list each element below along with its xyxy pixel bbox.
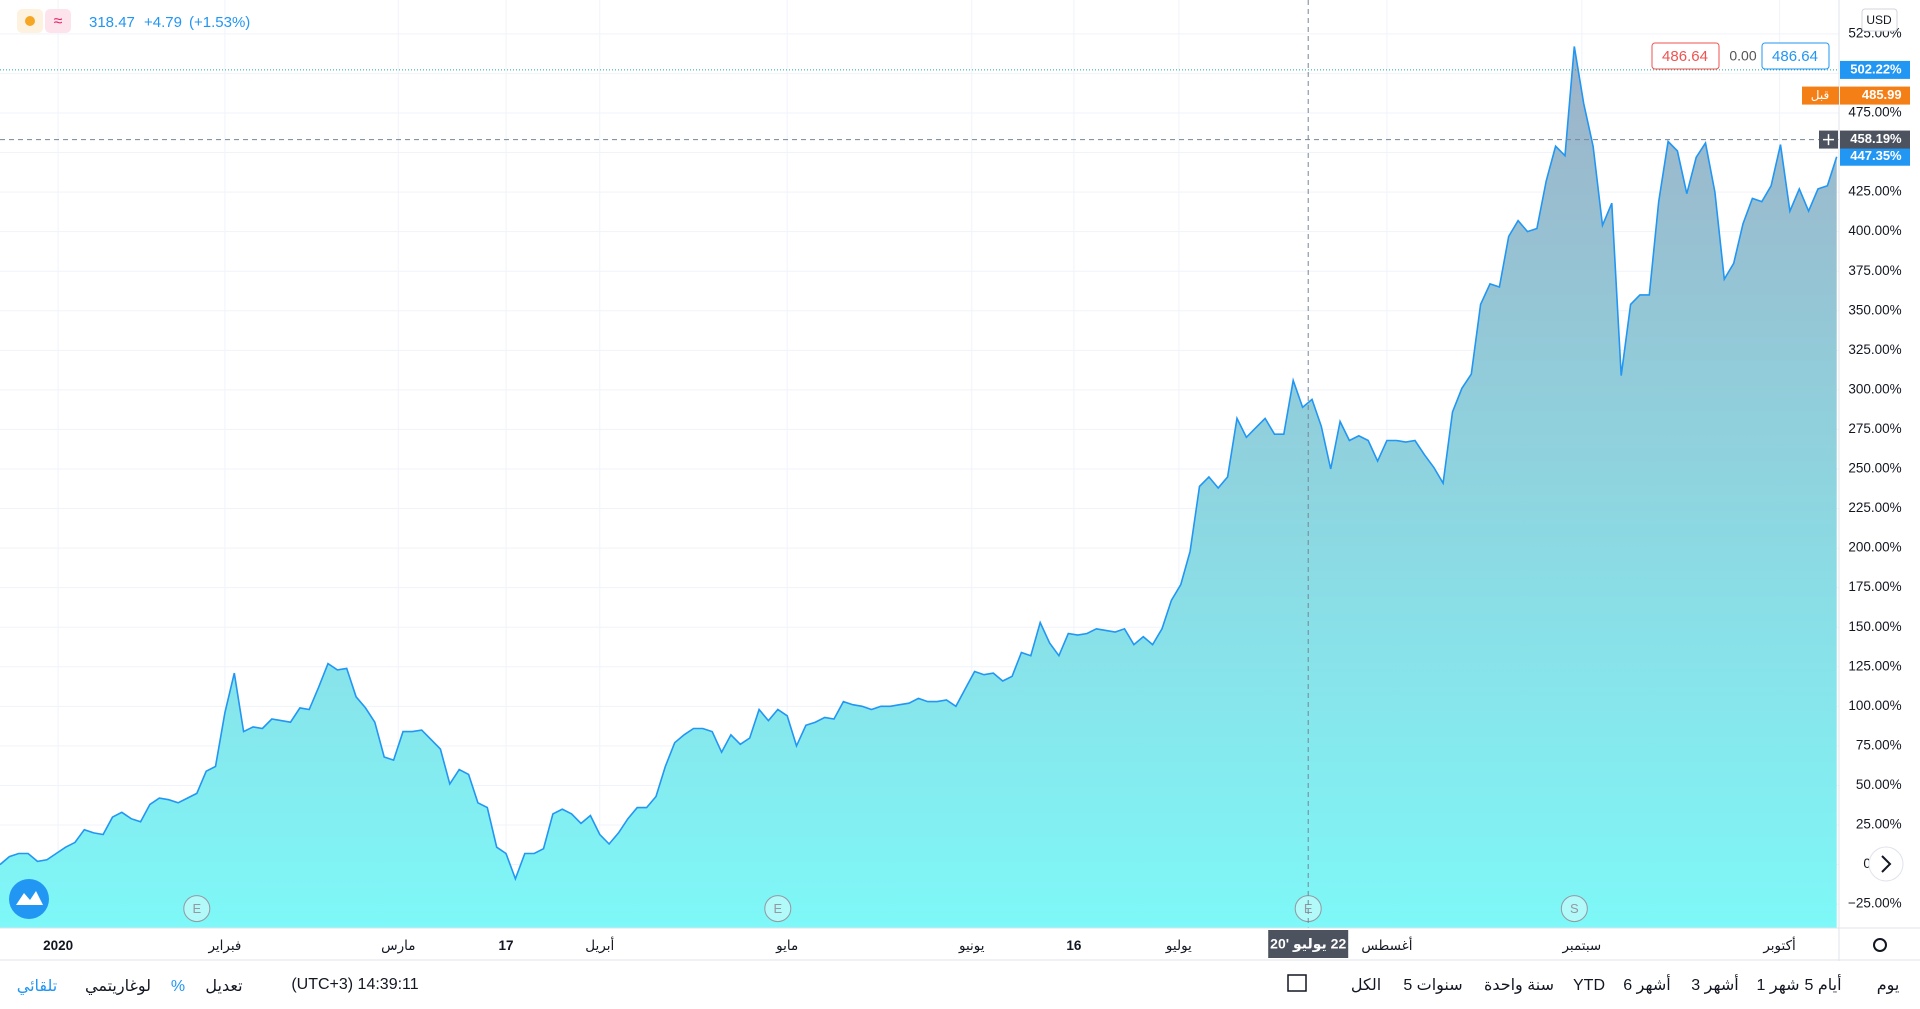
plus-icon	[1823, 134, 1834, 146]
event-label: E	[1304, 901, 1313, 916]
option-button[interactable]: تعديل	[205, 978, 242, 995]
price: 318.47	[89, 14, 135, 31]
currency-box[interactable]	[1861, 8, 1898, 32]
icon-bg[interactable]	[45, 9, 71, 33]
y-tick-label: 175.00%	[1848, 579, 1901, 594]
clock: (UTC+3) 14:39:11	[291, 976, 418, 993]
x-tick-label: يوليو	[1165, 938, 1192, 954]
sell-price: 486.64	[1662, 48, 1708, 65]
crosshair-x-label: 22 يوليو '20	[1270, 936, 1346, 953]
price-tag	[1840, 147, 1910, 166]
price-tag-note-label: قبل	[1811, 88, 1829, 102]
y-tick-label: 400.00%	[1848, 223, 1901, 238]
header: ≈ 318.47 +4.79 (+1.53%)	[17, 9, 250, 33]
x-tick-label: 16	[1066, 938, 1082, 953]
x-tick-label: أكتوبر	[1762, 936, 1795, 954]
price-tag-label: 485.99	[1862, 87, 1902, 102]
range-button[interactable]: YTD	[1573, 977, 1605, 994]
option-button[interactable]: لوغاريتمي	[85, 978, 151, 996]
crosshair-y-label: 458.19%	[1850, 131, 1902, 146]
x-tick-label: أغسطس	[1361, 936, 1412, 954]
scroll-button[interactable]	[1868, 846, 1904, 882]
range-button[interactable]: الكل	[1351, 977, 1381, 994]
x-tick-label: فبراير	[207, 938, 241, 954]
event-marker[interactable]	[183, 895, 211, 923]
crosshair-x-tag	[1268, 930, 1349, 958]
event-marker[interactable]	[1560, 895, 1588, 923]
logo-icon	[16, 891, 43, 905]
y-tick-label: 325.00%	[1848, 342, 1901, 357]
price-tag-label: 447.35%	[1850, 148, 1902, 163]
arrow-icon	[1881, 855, 1892, 873]
currency: USD	[1866, 13, 1892, 27]
option-button[interactable]: تلقائي	[17, 978, 58, 996]
line	[0, 46, 1838, 882]
range-button[interactable]: 6 أشهر	[1623, 974, 1670, 995]
y-tick-label: 50.00%	[1856, 777, 1902, 792]
range-button[interactable]: 5 سنوات	[1403, 977, 1462, 995]
y-tick-label: 200.00%	[1848, 540, 1901, 555]
event-label: E	[773, 901, 782, 916]
x-tick-label: يونيو	[958, 938, 985, 954]
range-button[interactable]: 3 أشهر	[1691, 974, 1738, 995]
y-tick-label: 75.00%	[1856, 737, 1902, 752]
y-tick-label: 425.00%	[1848, 184, 1901, 199]
y-tick-label: −25.00%	[1848, 896, 1902, 911]
price-tag	[1840, 60, 1910, 79]
x-tick-label: 2020	[43, 938, 73, 953]
y-tick-label: 25.00%	[1856, 817, 1902, 832]
y-tick-label: 150.00%	[1848, 619, 1901, 634]
event-marker[interactable]	[764, 895, 792, 923]
y-tick-label: 125.00%	[1848, 658, 1901, 673]
y-tick-label: 275.00%	[1848, 421, 1901, 436]
event-label: S	[1570, 901, 1579, 916]
x-tick-label: 17	[499, 938, 514, 953]
option-button[interactable]: %	[171, 978, 185, 995]
x-tick-label: مايو	[775, 938, 798, 954]
buy-box[interactable]	[1761, 42, 1830, 70]
y-tick-label: 475.00%	[1848, 105, 1901, 120]
price-tag-label: 502.22%	[1850, 61, 1902, 76]
y-tick-label: 300.00%	[1848, 381, 1901, 396]
range-button[interactable]: سنة واحدة	[1484, 977, 1554, 995]
price-tag	[1840, 86, 1910, 105]
x-tick-label: مارس	[381, 938, 415, 954]
spread: 0.00	[1729, 48, 1756, 64]
y-tick-label: 350.00%	[1848, 302, 1901, 317]
x-tick-label: سبتمبر	[1561, 938, 1601, 954]
change: +4.79	[144, 14, 182, 31]
plot	[0, 46, 1838, 929]
x-tick-label: أبريل	[585, 936, 614, 954]
area	[0, 46, 1837, 929]
axes: −25.00%0.00%25.00%50.00%75.00%100.00%125…	[43, 25, 1910, 958]
range-button[interactable]: 1 شهر	[1757, 977, 1800, 995]
quote-boxes: 486.64 0.00 486.64 USD	[1651, 8, 1898, 70]
change-pct: (+1.53%)	[189, 14, 250, 31]
settings-icon[interactable]	[1873, 938, 1887, 952]
range-button[interactable]: 5 أيام	[1804, 974, 1841, 994]
buy-price: 486.64	[1772, 48, 1818, 65]
y-tick-label: 375.00%	[1848, 263, 1901, 278]
approx-icon: ≈	[54, 13, 63, 30]
price-tag-note	[1802, 86, 1839, 105]
y-tick-label: 100.00%	[1848, 698, 1901, 713]
y-tick-label: 225.00%	[1848, 500, 1901, 515]
crosshair-y-tag	[1840, 130, 1910, 149]
sell-box[interactable]	[1651, 42, 1720, 70]
sun-icon	[25, 16, 35, 26]
event-label: E	[192, 901, 201, 916]
date-range-icon[interactable]	[1287, 974, 1307, 992]
range-button[interactable]: يوم	[1877, 977, 1900, 995]
y-tick-label: 250.00%	[1848, 461, 1901, 476]
